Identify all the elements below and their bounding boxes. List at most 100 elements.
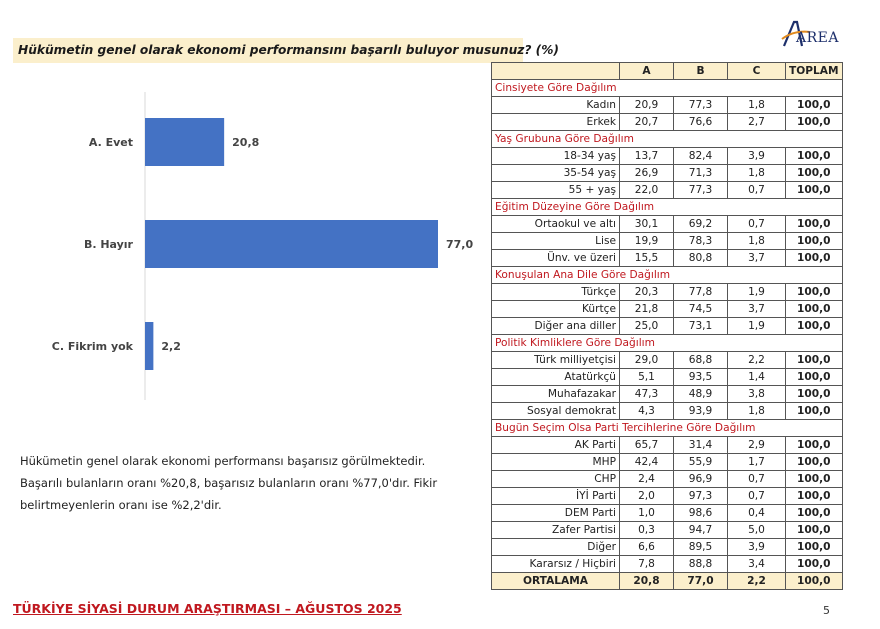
value-label: 77,0 bbox=[446, 238, 473, 251]
section-row: Politik Kimliklere Göre Dağılım bbox=[491, 334, 843, 352]
value-cell: 76,6 bbox=[673, 113, 728, 131]
area-logo: AREA bbox=[780, 18, 852, 50]
section-title: Yaş Grubuna Göre Dağılım bbox=[491, 130, 843, 148]
average-value: 77,0 bbox=[673, 572, 728, 590]
category-label: C. Fikrim yok bbox=[52, 340, 134, 353]
value-cell: 78,3 bbox=[673, 232, 728, 250]
section-title: Cinsiyete Göre Dağılım bbox=[491, 79, 843, 97]
value-cell: 1,8 bbox=[727, 402, 786, 420]
row-label: DEM Parti bbox=[491, 504, 620, 522]
table-row: Lise 19,9 78,3 1,8 100,0 bbox=[491, 232, 843, 250]
table-row: Erkek 20,7 76,6 2,7 100,0 bbox=[491, 113, 843, 131]
value-cell: 1,9 bbox=[727, 317, 786, 335]
value-cell: 71,3 bbox=[673, 164, 728, 182]
value-cell: 31,4 bbox=[673, 436, 728, 454]
page-title: Hükümetin genel olarak ekonomi performan… bbox=[18, 43, 560, 57]
value-cell: 100,0 bbox=[785, 113, 843, 131]
value-cell: 100,0 bbox=[785, 470, 843, 488]
bar bbox=[145, 322, 154, 370]
value-cell: 3,8 bbox=[727, 385, 786, 403]
value-cell: 77,8 bbox=[673, 283, 728, 301]
value-cell: 55,9 bbox=[673, 453, 728, 471]
value-cell: 1,9 bbox=[727, 283, 786, 301]
value-cell: 0,7 bbox=[727, 215, 786, 233]
row-label: Sosyal demokrat bbox=[491, 402, 620, 420]
section-row: Yaş Grubuna Göre Dağılım bbox=[491, 130, 843, 148]
value-cell: 1,7 bbox=[727, 453, 786, 471]
table-row: MHP 42,4 55,9 1,7 100,0 bbox=[491, 453, 843, 471]
table-row: Türkçe 20,3 77,8 1,9 100,0 bbox=[491, 283, 843, 301]
crosstab-table: A B C TOPLAM Cinsiyete Göre Dağılım Kadın 20,9… bbox=[491, 62, 843, 590]
section-row: Konuşulan Ana Dile Göre Dağılım bbox=[491, 266, 843, 284]
value-cell: 48,9 bbox=[673, 385, 728, 403]
value-cell: 73,1 bbox=[673, 317, 728, 335]
header-cell: B bbox=[673, 62, 728, 80]
table-row: CHP 2,4 96,9 0,7 100,0 bbox=[491, 470, 843, 488]
table-row: Diğer ana diller 25,0 73,1 1,9 100,0 bbox=[491, 317, 843, 335]
table-row: 35-54 yaş 26,9 71,3 1,8 100,0 bbox=[491, 164, 843, 182]
value-cell: 2,2 bbox=[727, 351, 786, 369]
row-label: Kadın bbox=[491, 96, 620, 114]
value-cell: 65,7 bbox=[619, 436, 674, 454]
row-label: Diğer ana diller bbox=[491, 317, 620, 335]
header-cell: A bbox=[619, 62, 674, 80]
table-row: Kararsız / Hiçbiri 7,8 88,8 3,4 100,0 bbox=[491, 555, 843, 573]
value-cell: 77,3 bbox=[673, 96, 728, 114]
section-title: Bugün Seçim Olsa Parti Tercihlerine Göre… bbox=[491, 419, 843, 437]
row-label: 18-34 yaş bbox=[491, 147, 620, 165]
value-cell: 3,7 bbox=[727, 249, 786, 267]
footer-title: TÜRKİYE SİYASİ DURUM ARAŞTIRMASI – AĞUST… bbox=[13, 601, 402, 616]
row-label: Lise bbox=[491, 232, 620, 250]
value-cell: 82,4 bbox=[673, 147, 728, 165]
header-cell bbox=[491, 62, 620, 80]
value-cell: 100,0 bbox=[785, 504, 843, 522]
value-cell: 94,7 bbox=[673, 521, 728, 539]
value-cell: 100,0 bbox=[785, 487, 843, 505]
value-cell: 74,5 bbox=[673, 300, 728, 318]
row-label: Kürtçe bbox=[491, 300, 620, 318]
table-row: Kürtçe 21,8 74,5 3,7 100,0 bbox=[491, 300, 843, 318]
section-row: Cinsiyete Göre Dağılım bbox=[491, 79, 843, 97]
section-row: Bugün Seçim Olsa Parti Tercihlerine Göre… bbox=[491, 419, 843, 437]
value-cell: 100,0 bbox=[785, 368, 843, 386]
row-label: Diğer bbox=[491, 538, 620, 556]
value-cell: 96,9 bbox=[673, 470, 728, 488]
value-cell: 5,1 bbox=[619, 368, 674, 386]
value-cell: 0,3 bbox=[619, 521, 674, 539]
value-cell: 69,2 bbox=[673, 215, 728, 233]
average-value: 2,2 bbox=[727, 572, 786, 590]
row-label: AK Parti bbox=[491, 436, 620, 454]
value-cell: 100,0 bbox=[785, 300, 843, 318]
row-label: 55 + yaş bbox=[491, 181, 620, 199]
row-label: İYİ Parti bbox=[491, 487, 620, 505]
value-cell: 6,6 bbox=[619, 538, 674, 556]
value-cell: 30,1 bbox=[619, 215, 674, 233]
bar-chart: A. Evet 20,8 B. Hayır 77,0 C. Fikrim yok 2,2 bbox=[52, 92, 473, 400]
logo-mark-icon bbox=[781, 20, 811, 47]
value-cell: 25,0 bbox=[619, 317, 674, 335]
value-cell: 100,0 bbox=[785, 521, 843, 539]
table-row: 18-34 yaş 13,7 82,4 3,9 100,0 bbox=[491, 147, 843, 165]
row-label: Zafer Partisi bbox=[491, 521, 620, 539]
value-cell: 100,0 bbox=[785, 232, 843, 250]
average-row: ORTALAMA 20,8 77,0 2,2 100,0 bbox=[491, 572, 843, 590]
summary-line: belirtmeyenlerin oranı ise %2,2'dir. bbox=[20, 498, 222, 512]
value-cell: 68,8 bbox=[673, 351, 728, 369]
value-cell: 20,3 bbox=[619, 283, 674, 301]
value-cell: 100,0 bbox=[785, 538, 843, 556]
header-cell: C bbox=[727, 62, 786, 80]
table-header-row: A B C TOPLAM bbox=[491, 62, 843, 80]
table-row: Zafer Partisi 0,3 94,7 5,0 100,0 bbox=[491, 521, 843, 539]
value-cell: 0,7 bbox=[727, 181, 786, 199]
average-value: 20,8 bbox=[619, 572, 674, 590]
section-title: Eğitim Düzeyine Göre Dağılım bbox=[491, 198, 843, 216]
value-cell: 97,3 bbox=[673, 487, 728, 505]
value-cell: 89,5 bbox=[673, 538, 728, 556]
value-cell: 100,0 bbox=[785, 283, 843, 301]
value-cell: 100,0 bbox=[785, 164, 843, 182]
summary-text: Hükümetin genel olarak ekonomi performan… bbox=[20, 450, 490, 516]
value-cell: 100,0 bbox=[785, 436, 843, 454]
value-cell: 15,5 bbox=[619, 249, 674, 267]
value-cell: 20,7 bbox=[619, 113, 674, 131]
value-cell: 3,9 bbox=[727, 538, 786, 556]
